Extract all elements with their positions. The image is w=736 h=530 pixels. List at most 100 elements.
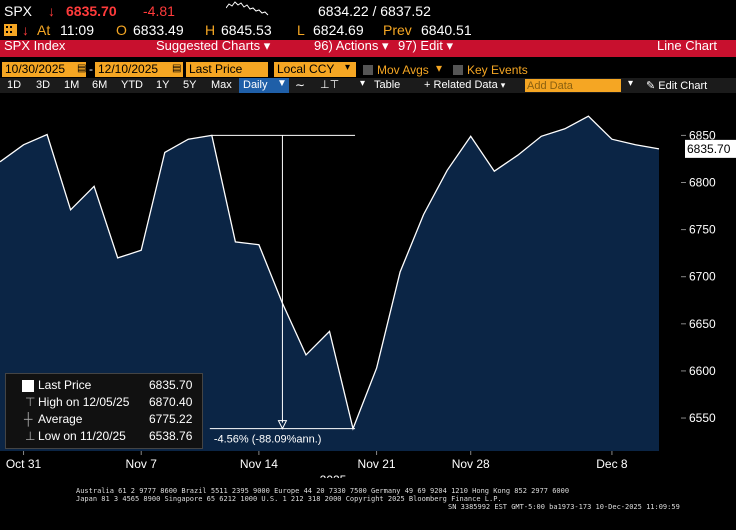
key-events-checkbox[interactable] <box>453 65 463 75</box>
y-tick-label: 6850 <box>689 128 716 142</box>
annotation-arrowhead <box>277 420 288 430</box>
menu-suggested-charts[interactable]: Suggested Charts ▾ <box>156 40 271 53</box>
key-events-label[interactable]: Key Events <box>467 63 528 77</box>
menu-number-icon: 96) <box>314 40 333 53</box>
menu-actions[interactable]: 96) Actions ▾ <box>314 40 389 53</box>
plus-icon: + <box>424 79 431 91</box>
end-date-value: 12/10/2025 <box>98 62 159 76</box>
prev-label: Prev <box>383 22 412 38</box>
edit-number-icon: 97) <box>398 40 417 53</box>
chart-legend: Last Price 6835.70 ⊤ High on 12/05/25 68… <box>5 373 203 449</box>
x-tick-label: Nov 14 <box>240 457 278 471</box>
chevron-down-icon[interactable]: ▾ <box>345 62 351 73</box>
footer: Australia 61 2 9777 8600 Brazil 5511 239… <box>0 486 736 530</box>
mov-avgs-chevron-icon[interactable]: ▾ <box>436 61 443 75</box>
legend-high-label: High on 12/05/25 <box>38 395 130 409</box>
annotation-label: -4.56% (-88.09%ann.) <box>214 434 322 446</box>
period-ytd[interactable]: YTD <box>121 79 143 91</box>
legend-high-row: ⊤ High on 12/05/25 6870.40 <box>6 395 202 411</box>
small-down-arrow-icon: ↓ <box>22 22 29 38</box>
period-1m[interactable]: 1M <box>64 79 80 91</box>
x-tick-label: Nov 7 <box>126 457 158 471</box>
legend-average-row: ┼ Average 6775.22 <box>6 412 202 428</box>
start-calendar-icon[interactable]: ▤ <box>77 63 87 74</box>
table-button[interactable]: Table <box>374 79 401 91</box>
period-6m[interactable]: 6M <box>92 79 108 91</box>
frequency-select[interactable]: Daily ▼ <box>239 78 289 93</box>
pencil-icon: ✎ <box>646 80 656 92</box>
currency-select[interactable]: Local CCY <box>274 62 356 77</box>
end-date-field[interactable]: 12/10/2025 <box>95 62 183 77</box>
add-data-placeholder: Add Data <box>527 80 573 92</box>
menu-edit[interactable]: 97) Edit ▾ <box>398 40 453 53</box>
start-date-field[interactable]: 10/30/2025 <box>2 62 86 77</box>
date-dash: - <box>89 62 93 76</box>
legend-low-row: ⊥ Low on 11/20/25 6538.76 <box>6 429 202 445</box>
frequency-value: Daily <box>243 79 268 91</box>
bar-style-chevron-icon[interactable]: ▾ <box>360 78 366 89</box>
ticker-symbol[interactable]: SPX <box>4 3 33 19</box>
start-date-value: 10/30/2025 <box>5 62 66 76</box>
low-value: 6824.69 <box>313 22 364 38</box>
high-value: 6845.53 <box>221 22 272 38</box>
legend-last-price-label: Last Price <box>38 378 92 392</box>
y-tick-label: 6800 <box>689 176 716 190</box>
field-select[interactable]: Last Price <box>186 62 268 77</box>
x-tick-label: Nov 21 <box>358 457 396 471</box>
y-tick-label: 6550 <box>689 411 716 425</box>
y-tick-label: 6750 <box>689 223 716 237</box>
line-style-icon[interactable]: ∼ <box>295 78 306 92</box>
open-label: O <box>116 22 127 38</box>
end-calendar-icon[interactable]: ▤ <box>172 63 182 74</box>
footer-session-line: SN 3385992 EST GMT-5:00 ba1973-173 10-De… <box>448 503 680 511</box>
chart-controls: 10/30/2025 ▤ - 12/10/2025 ▤ Last Price L… <box>0 61 736 78</box>
suggested-charts-label: Suggested Charts <box>156 40 261 53</box>
quote-header: SPX ↓ 6835.70 -4.81 6834.22 / 6837.52 <box>0 0 736 22</box>
period-5y[interactable]: 5Y <box>183 79 197 91</box>
security-name[interactable]: SPX Index <box>4 40 66 53</box>
at-label: At <box>37 22 51 38</box>
related-data-button[interactable]: + Related Data ▾ <box>424 79 505 91</box>
x-tick-label: Nov 28 <box>452 457 490 471</box>
actions-label: Actions <box>335 40 379 53</box>
price-area <box>0 116 659 451</box>
footer-contacts-line1: Australia 61 2 9777 8600 Brazil 5511 239… <box>76 487 570 495</box>
y-tick-label: 6600 <box>689 364 716 378</box>
quote-details: ↓ At 11:09 O 6833.49 H 6845.53 L 6824.69… <box>0 22 736 40</box>
price-chart[interactable]: -4.56% (-88.09%ann.) 6550 6600 6650 6700 675… <box>0 93 736 487</box>
bar-style-icon[interactable]: ⊥⊤ <box>320 79 340 91</box>
legend-average-label: Average <box>38 412 83 426</box>
legend-low-icon: ⊥ <box>25 429 36 443</box>
high-label: H <box>205 22 216 38</box>
related-data-label: Related Data <box>433 79 498 91</box>
chart-toolbar: 1D 3D 1M 6M YTD 1Y 5Y Max Daily ▼ ∼ ⊥⊤ ▾… <box>0 78 736 93</box>
edit-chart-label: Edit Chart <box>658 80 708 92</box>
mov-avgs-checkbox[interactable] <box>363 65 373 75</box>
price-change: -4.81 <box>143 3 175 19</box>
frequency-chevron-icon: ▼ <box>277 78 287 89</box>
last-price: 6835.70 <box>66 3 117 19</box>
legend-average-icon: ┼ <box>24 412 33 426</box>
last-value-box <box>685 139 736 158</box>
calculator-icon[interactable] <box>3 23 18 40</box>
edit-chart-button[interactable]: ✎ Edit Chart <box>646 79 707 92</box>
period-3d[interactable]: 3D <box>36 79 51 91</box>
x-tick-label: Oct 31 <box>6 457 42 471</box>
y-tick-label: 6700 <box>689 270 716 284</box>
period-1d[interactable]: 1D <box>7 79 22 91</box>
period-1y[interactable]: 1Y <box>156 79 170 91</box>
y-tick-label: 6650 <box>689 317 716 331</box>
legend-last-price-row: Last Price 6835.70 <box>6 378 202 394</box>
mov-avgs-label[interactable]: Mov Avgs <box>377 63 429 77</box>
open-value: 6833.49 <box>133 22 184 38</box>
field-select-value: Last Price <box>189 62 243 76</box>
legend-last-price-value: 6835.70 <box>149 378 193 392</box>
sparkline-icon <box>225 0 270 21</box>
add-data-chevron-icon[interactable]: ▾ <box>628 78 634 89</box>
down-arrow-icon: ↓ <box>48 3 55 19</box>
add-data-input[interactable]: Add Data <box>525 79 621 92</box>
chart-type-label[interactable]: Line Chart <box>657 40 717 53</box>
legend-average-value: 6775.22 <box>149 412 193 426</box>
period-max[interactable]: Max <box>211 79 232 91</box>
edit-label: Edit <box>420 40 443 53</box>
